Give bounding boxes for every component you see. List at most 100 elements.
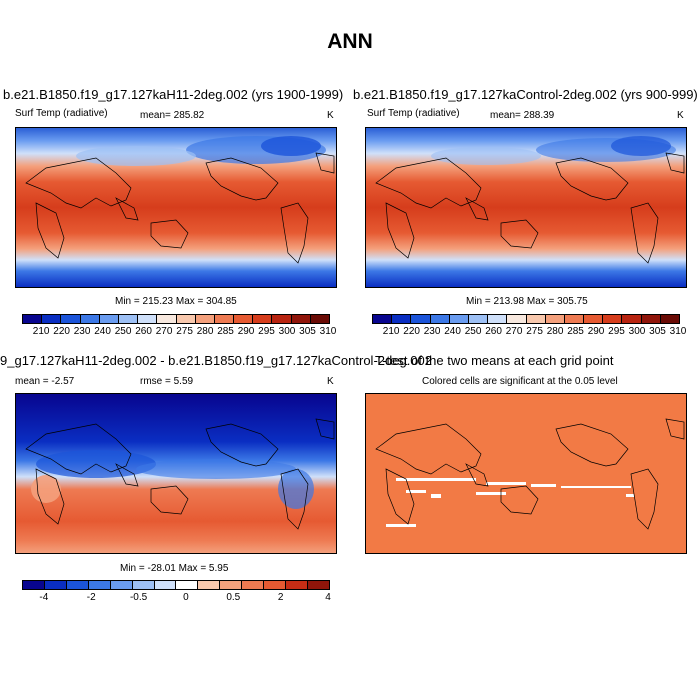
colorbar-swatch bbox=[234, 315, 254, 323]
colorbar-swatch bbox=[545, 315, 565, 323]
colorbar-swatch bbox=[88, 581, 111, 589]
panel3-title: 9_g17.127kaH11-2deg.002 - b.e21.B1850.f1… bbox=[0, 353, 432, 368]
colorbar-swatch bbox=[272, 315, 292, 323]
panel1-temperature-field bbox=[16, 128, 336, 287]
colorbar-swatch bbox=[23, 315, 43, 323]
colorbar-swatch bbox=[526, 315, 546, 323]
colorbar-swatch bbox=[310, 315, 329, 323]
panel3-mean: mean = -2.57 bbox=[15, 376, 75, 387]
colorbar-tick-label: 310 bbox=[669, 326, 687, 337]
panel2-colorbar bbox=[372, 314, 680, 324]
colorbar-swatch bbox=[286, 581, 308, 589]
colorbar-swatch bbox=[307, 581, 329, 589]
panel3-minmax: Min = -28.01 Max = 5.95 bbox=[120, 563, 229, 574]
colorbar-swatch bbox=[430, 315, 450, 323]
colorbar-swatch bbox=[253, 315, 273, 323]
colorbar-tick-label: 230 bbox=[73, 326, 91, 337]
colorbar-swatch bbox=[157, 315, 177, 323]
colorbar-tick-label: 310 bbox=[319, 326, 337, 337]
colorbar-tick-label: 300 bbox=[628, 326, 646, 337]
panel2-variable-label: Surf Temp (radiative) bbox=[367, 108, 460, 119]
panel4-title: T-test of the two means at each grid poi… bbox=[375, 353, 614, 368]
panel3-colorbar bbox=[22, 580, 330, 590]
colorbar-tick-label: 0 bbox=[183, 592, 189, 603]
colorbar-tick-label: 2 bbox=[277, 592, 284, 603]
colorbar-tick-label: 280 bbox=[546, 326, 564, 337]
colorbar-swatch bbox=[195, 315, 215, 323]
colorbar-swatch bbox=[154, 581, 177, 589]
colorbar-swatch bbox=[488, 315, 508, 323]
panel4-subtitle: Colored cells are significant at the 0.0… bbox=[422, 376, 618, 387]
colorbar-swatch bbox=[198, 581, 221, 589]
colorbar-tick-label: 0.5 bbox=[226, 592, 241, 603]
colorbar-tick-label: 280 bbox=[196, 326, 214, 337]
panel3-rmse: rmse = 5.59 bbox=[140, 376, 194, 387]
colorbar-swatch bbox=[603, 315, 623, 323]
colorbar-tick-label: 240 bbox=[94, 326, 111, 337]
panel2-minmax: Min = 213.98 Max = 305.75 bbox=[466, 296, 588, 307]
colorbar-swatch bbox=[61, 315, 81, 323]
colorbar-tick-label: 210 bbox=[32, 326, 50, 337]
panel4-map bbox=[365, 393, 687, 554]
colorbar-tick-label: 270 bbox=[155, 326, 173, 337]
colorbar-swatch bbox=[641, 315, 661, 323]
colorbar-swatch bbox=[132, 581, 155, 589]
colorbar-swatch bbox=[411, 315, 431, 323]
panel3-map bbox=[15, 393, 337, 554]
colorbar-tick-label: 300 bbox=[278, 326, 296, 337]
colorbar-tick-label: 220 bbox=[403, 326, 420, 337]
colorbar-swatch bbox=[42, 315, 62, 323]
colorbar-swatch bbox=[214, 315, 235, 323]
colorbar-tick-label: -0.5 bbox=[129, 592, 148, 603]
colorbar-swatch bbox=[564, 315, 585, 323]
colorbar-tick-label: 250 bbox=[114, 326, 132, 337]
colorbar-swatch bbox=[44, 581, 67, 589]
colorbar-swatch bbox=[449, 315, 469, 323]
colorbar-tick-label: 260 bbox=[135, 326, 152, 337]
colorbar-swatch bbox=[23, 581, 45, 589]
panel2-temperature-field bbox=[366, 128, 686, 287]
colorbar-tick-label: 285 bbox=[567, 326, 584, 337]
colorbar-swatch bbox=[392, 315, 412, 323]
panel1-map bbox=[15, 127, 337, 288]
colorbar-tick-label: 295 bbox=[258, 326, 275, 337]
colorbar-tick-label: 220 bbox=[53, 326, 70, 337]
colorbar-tick-label: 285 bbox=[217, 326, 234, 337]
colorbar-swatch bbox=[584, 315, 604, 323]
colorbar-swatch bbox=[80, 315, 100, 323]
colorbar-swatch bbox=[220, 581, 243, 589]
colorbar-tick-label: 4 bbox=[325, 592, 331, 603]
colorbar-tick-label: -4 bbox=[39, 592, 49, 603]
panel1-minmax: Min = 215.23 Max = 304.85 bbox=[115, 296, 237, 307]
colorbar-swatch bbox=[138, 315, 158, 323]
panel1-unit: K bbox=[327, 110, 334, 121]
panel4-significance-field bbox=[366, 394, 686, 553]
panel3-unit: K bbox=[327, 376, 334, 387]
colorbar-swatch bbox=[66, 581, 89, 589]
colorbar-tick-label: 230 bbox=[423, 326, 441, 337]
panel2-title: b.e21.B1850.f19_g17.127kaControl-2deg.00… bbox=[353, 87, 698, 102]
panel2-unit: K bbox=[677, 110, 684, 121]
colorbar-tick-label: 270 bbox=[505, 326, 523, 337]
colorbar-swatch bbox=[176, 315, 196, 323]
figure-title: ANN bbox=[327, 30, 373, 53]
colorbar-tick-label: 275 bbox=[176, 326, 193, 337]
panel1-colorbar bbox=[22, 314, 330, 324]
colorbar-tick-label: 275 bbox=[526, 326, 543, 337]
colorbar-swatch bbox=[110, 581, 133, 589]
colorbar-swatch bbox=[660, 315, 679, 323]
colorbar-tick-label: 210 bbox=[382, 326, 400, 337]
colorbar-swatch bbox=[118, 315, 139, 323]
panel1-mean: mean= 285.82 bbox=[140, 110, 205, 121]
colorbar-tick-label: -2 bbox=[86, 592, 96, 603]
colorbar-tick-label: 290 bbox=[237, 326, 255, 337]
colorbar-tick-label: 260 bbox=[485, 326, 502, 337]
colorbar-swatch bbox=[507, 315, 527, 323]
colorbar-swatch bbox=[291, 315, 311, 323]
colorbar-swatch bbox=[99, 315, 119, 323]
colorbar-tick-label: 240 bbox=[444, 326, 461, 337]
colorbar-swatch bbox=[468, 315, 489, 323]
panel2-map bbox=[365, 127, 687, 288]
colorbar-tick-label: 250 bbox=[464, 326, 482, 337]
colorbar-swatch bbox=[373, 315, 393, 323]
